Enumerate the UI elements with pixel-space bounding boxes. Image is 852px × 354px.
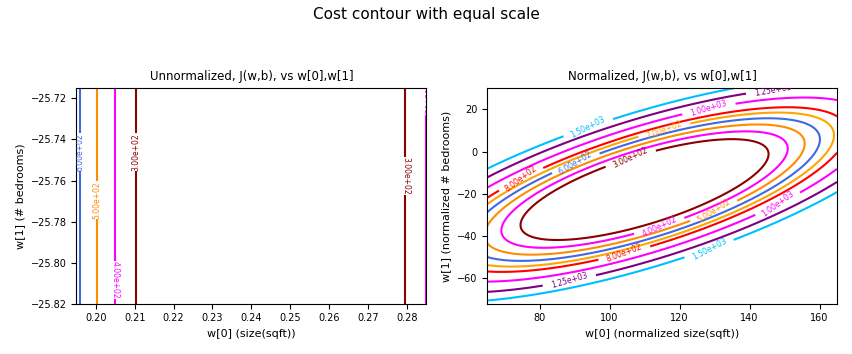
Text: 1.25e+03: 1.25e+03	[550, 271, 589, 290]
Text: 5.00e+02: 5.00e+02	[696, 198, 733, 225]
Text: 5.00e+02: 5.00e+02	[92, 181, 101, 219]
Text: 1.50e+03: 1.50e+03	[569, 115, 607, 140]
Text: 1.50e+03: 1.50e+03	[690, 236, 728, 262]
Text: 4.00e+02: 4.00e+02	[641, 215, 678, 238]
Text: 8.00e+02: 8.00e+02	[606, 242, 643, 264]
Y-axis label: w[1] (# bedrooms): w[1] (# bedrooms)	[15, 143, 25, 249]
Text: 1.00e+03: 1.00e+03	[760, 189, 796, 219]
Text: 8.00e+02: 8.00e+02	[503, 164, 538, 194]
Text: 6.00e+02: 6.00e+02	[76, 133, 85, 171]
Text: 6.00e+02: 6.00e+02	[557, 149, 594, 176]
X-axis label: w[0] (size(sqft)): w[0] (size(sqft))	[207, 329, 296, 339]
Text: 1.25e+03: 1.25e+03	[754, 82, 792, 97]
Text: Cost contour with equal scale: Cost contour with equal scale	[313, 7, 539, 22]
Text: 3.00e+02: 3.00e+02	[401, 157, 410, 195]
Text: 4.00e+02: 4.00e+02	[111, 261, 120, 299]
Text: 7.00e+02: 7.00e+02	[645, 119, 683, 141]
Text: 3.00e+02: 3.00e+02	[612, 146, 649, 170]
Text: 1.00e+03: 1.00e+03	[689, 99, 728, 118]
Text: 4.00e+02: 4.00e+02	[422, 77, 431, 115]
Title: Unnormalized, J(w,b), vs w[0],w[1]: Unnormalized, J(w,b), vs w[0],w[1]	[150, 70, 354, 83]
Title: Normalized, J(w,b), vs w[0],w[1]: Normalized, J(w,b), vs w[0],w[1]	[567, 70, 757, 83]
Text: 3.00e+02: 3.00e+02	[131, 133, 141, 171]
Y-axis label: w[1] (normalized # bedrooms): w[1] (normalized # bedrooms)	[441, 110, 452, 281]
X-axis label: w[0] (normalized size(sqft)): w[0] (normalized size(sqft))	[585, 329, 740, 339]
